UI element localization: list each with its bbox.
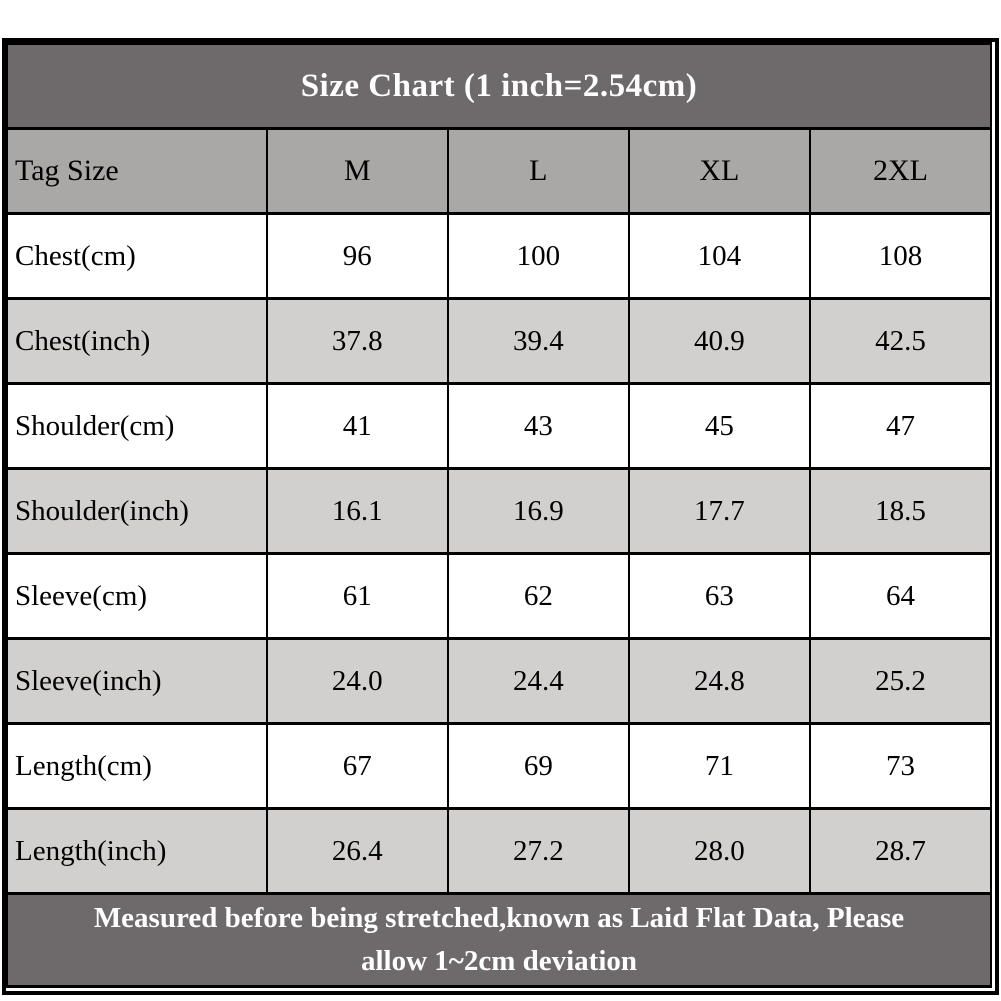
size-value-cell: 37.8 (265, 297, 449, 385)
table-row-sleeve-cm: Sleeve(cm) 61 62 63 64 (6, 552, 993, 640)
title-row: Size Chart (1 inch=2.54cm) (6, 42, 992, 130)
table-row-sleeve-inch: Sleeve(inch) 24.0 24.4 24.8 25.2 (6, 637, 993, 725)
row-label: Length(inch) (6, 807, 268, 895)
table-row-length-inch: Length(inch) 26.4 27.2 28.0 28.7 (6, 807, 993, 895)
column-header-2xl: 2XL (808, 127, 993, 215)
row-label: Sleeve(cm) (6, 552, 268, 640)
size-value-cell: 28.0 (627, 807, 811, 895)
table-row-length-cm: Length(cm) 67 69 71 73 (6, 722, 993, 810)
column-header-l: L (446, 127, 630, 215)
size-value-cell: 24.8 (627, 637, 811, 725)
chart-title: Size Chart (1 inch=2.54cm) (6, 42, 992, 130)
size-value-cell: 45 (627, 382, 811, 470)
size-value-cell: 108 (808, 212, 993, 300)
size-value-cell: 41 (265, 382, 449, 470)
size-value-cell: 69 (446, 722, 630, 810)
size-value-cell: 47 (808, 382, 993, 470)
column-header-m: M (265, 127, 449, 215)
measurement-note: Measured before being stretched,known as… (6, 892, 992, 988)
row-label: Length(cm) (6, 722, 268, 810)
size-value-cell: 61 (265, 552, 449, 640)
size-value-cell: 27.2 (446, 807, 630, 895)
size-chart-table: Size Chart (1 inch=2.54cm) Tag Size M L … (6, 42, 993, 988)
size-value-cell: 39.4 (446, 297, 630, 385)
column-header-xl: XL (627, 127, 811, 215)
measurement-note-line-1: Measured before being stretched,known as… (93, 902, 905, 934)
size-value-cell: 43 (446, 382, 630, 470)
size-value-cell: 73 (808, 722, 993, 810)
size-value-cell: 63 (627, 552, 811, 640)
size-value-cell: 17.7 (627, 467, 811, 555)
size-value-cell: 24.0 (265, 637, 449, 725)
size-value-cell: 100 (446, 212, 630, 300)
size-value-cell: 64 (808, 552, 993, 640)
table-row-chest-inch: Chest(inch) 37.8 39.4 40.9 42.5 (6, 297, 993, 385)
row-label: Shoulder(cm) (6, 382, 268, 470)
size-value-cell: 18.5 (808, 467, 993, 555)
size-value-cell: 28.7 (808, 807, 993, 895)
size-value-cell: 16.9 (446, 467, 630, 555)
size-value-cell: 104 (627, 212, 811, 300)
size-chart-frame: Size Chart (1 inch=2.54cm) Tag Size M L … (2, 38, 999, 995)
size-value-cell: 71 (627, 722, 811, 810)
size-value-cell: 40.9 (627, 297, 811, 385)
size-value-cell: 16.1 (265, 467, 449, 555)
column-header-tag-size: Tag Size (6, 127, 268, 215)
measurement-note-line-2: allow 1~2cm deviation (360, 945, 638, 977)
row-label: Chest(cm) (6, 212, 268, 300)
table-row-shoulder-inch: Shoulder(inch) 16.1 16.9 17.7 18.5 (6, 467, 993, 555)
note-row: Measured before being stretched,known as… (6, 892, 992, 988)
size-value-cell: 62 (446, 552, 630, 640)
size-value-cell: 96 (265, 212, 449, 300)
row-label: Chest(inch) (6, 297, 268, 385)
table-row-shoulder-cm: Shoulder(cm) 41 43 45 47 (6, 382, 993, 470)
size-value-cell: 26.4 (265, 807, 449, 895)
size-value-cell: 24.4 (446, 637, 630, 725)
row-label: Shoulder(inch) (6, 467, 268, 555)
size-value-cell: 25.2 (808, 637, 993, 725)
row-label: Sleeve(inch) (6, 637, 268, 725)
column-header-row: Tag Size M L XL 2XL (6, 127, 993, 215)
size-value-cell: 67 (265, 722, 449, 810)
table-row-chest-cm: Chest(cm) 96 100 104 108 (6, 212, 993, 300)
size-value-cell: 42.5 (808, 297, 993, 385)
